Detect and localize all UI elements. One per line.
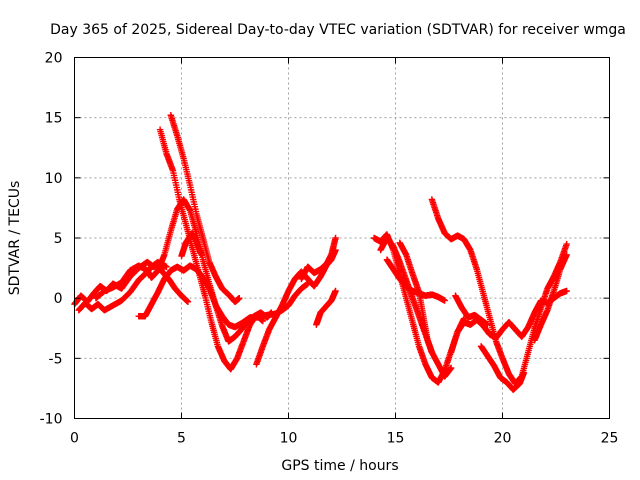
series-track-5 xyxy=(156,126,267,373)
data-point xyxy=(441,297,448,304)
grid-layer xyxy=(74,57,610,419)
data-point xyxy=(332,234,339,242)
series-track-15 xyxy=(428,196,570,387)
y-tick-label: -10 xyxy=(40,412,63,428)
data-point xyxy=(236,294,243,302)
y-tick-label: 10 xyxy=(45,171,63,187)
series-track-19 xyxy=(531,251,570,344)
data-point xyxy=(563,240,570,248)
data-point xyxy=(332,287,339,295)
series-track-14 xyxy=(396,239,436,356)
y-tick-label: -5 xyxy=(49,351,63,367)
data-point xyxy=(184,298,192,305)
data-marks xyxy=(71,112,570,393)
y-axis-title: SDTVAR / TECUs xyxy=(7,181,23,296)
x-tick-label: 15 xyxy=(387,431,405,447)
x-tick-label: 0 xyxy=(70,431,79,447)
data-point xyxy=(520,369,528,376)
x-tick-label: 5 xyxy=(177,431,186,447)
x-tick-label: 20 xyxy=(494,431,512,447)
tick-labels: 0 5 10 15 20 25 -10 -5 0 5 10 15 20 xyxy=(40,51,619,447)
series-track-17 xyxy=(452,292,491,328)
series-track-6 xyxy=(167,112,243,305)
series-track-9 xyxy=(298,234,339,283)
chart-title: Day 365 of 2025, Sidereal Day-to-day VTE… xyxy=(50,22,626,38)
x-tick-label: 10 xyxy=(280,431,298,447)
data-point xyxy=(197,250,204,257)
y-tick-label: 15 xyxy=(45,111,63,127)
y-tick-label: 0 xyxy=(54,291,63,307)
y-tick-label: 20 xyxy=(45,51,63,67)
series-track-10 xyxy=(313,287,339,328)
series-track-7 xyxy=(178,229,204,260)
data-point xyxy=(563,251,570,259)
data-point xyxy=(484,321,491,328)
data-point xyxy=(163,263,170,271)
y-tick-label: 5 xyxy=(54,231,63,247)
data-point xyxy=(563,287,570,295)
axis-ticks xyxy=(74,57,610,419)
data-point xyxy=(259,317,267,325)
x-tick-label: 25 xyxy=(601,431,619,447)
series-track-18 xyxy=(477,343,528,393)
x-axis-title: GPS time / hours xyxy=(281,458,398,474)
data-point xyxy=(428,349,436,356)
data-point xyxy=(447,364,455,372)
series-track-12 xyxy=(377,234,455,380)
